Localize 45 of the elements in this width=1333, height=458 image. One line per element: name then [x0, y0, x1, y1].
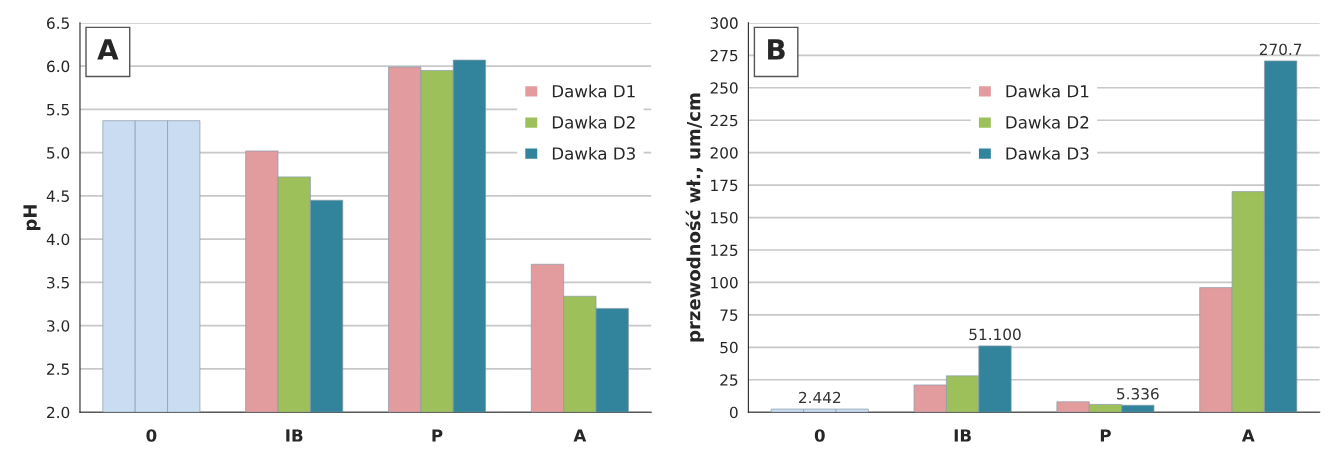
- chart-title: B: [768, 39, 785, 60]
- y-tick-label: 125: [711, 244, 738, 257]
- legend-label: Dawka D2: [552, 115, 635, 129]
- x-tick-label: P: [1100, 429, 1111, 442]
- legend-label: Dawka D1: [1006, 84, 1089, 98]
- x-tick-label: A: [573, 429, 587, 442]
- y-tick-label: 2.5: [47, 363, 69, 375]
- y-axis-title: przewodność wł., um/cm: [685, 93, 704, 342]
- x-tick-label: P: [432, 429, 443, 442]
- y-tick-label: 6.0: [47, 60, 70, 73]
- y-tick-label: 25: [720, 374, 738, 386]
- y-tick-label: 3.5: [47, 276, 69, 289]
- y-tick-label: 2.0: [47, 406, 70, 419]
- y-tick-label: 5.0: [47, 147, 70, 159]
- y-tick-label: 225: [710, 114, 738, 127]
- y-tick-label: 150: [711, 212, 738, 224]
- data-label: 2.442: [799, 391, 841, 404]
- legend-label: Dawka D3: [552, 146, 635, 160]
- data-label: 5.336: [1117, 387, 1159, 400]
- y-tick-label: 75: [720, 309, 738, 321]
- y-tick-label: 300: [710, 17, 738, 29]
- y-tick-label: 6.5: [47, 17, 69, 29]
- y-tick-label: 0: [729, 406, 738, 419]
- y-tick-label: 175: [711, 179, 738, 192]
- y-tick-label: 4.0: [46, 233, 70, 246]
- y-tick-label: 100: [711, 276, 738, 289]
- x-tick-label: 0: [814, 429, 825, 442]
- y-tick-label: 200: [710, 147, 738, 159]
- y-tick-label: 4.5: [46, 190, 69, 202]
- x-tick-label: A: [1241, 429, 1255, 442]
- legend-label: Dawka D2: [1006, 115, 1089, 129]
- y-tick-label: 5.5: [47, 104, 69, 116]
- data-label: 51.100: [969, 328, 1021, 341]
- y-tick-label: 50: [720, 341, 738, 354]
- x-tick-label: IB: [286, 429, 303, 442]
- legend-label: Dawka D3: [1006, 146, 1089, 160]
- x-tick-label: 0: [146, 429, 157, 442]
- x-tick-label: IB: [954, 429, 971, 442]
- chart-title: A: [97, 39, 119, 60]
- data-label: 270.7: [1259, 43, 1302, 56]
- y-axis-title: pH: [23, 205, 41, 231]
- y-tick-label: 275: [710, 49, 738, 62]
- y-tick-label: 3.0: [47, 320, 70, 332]
- legend-label: Dawka D1: [552, 84, 635, 98]
- y-tick-label: 250: [710, 82, 738, 94]
